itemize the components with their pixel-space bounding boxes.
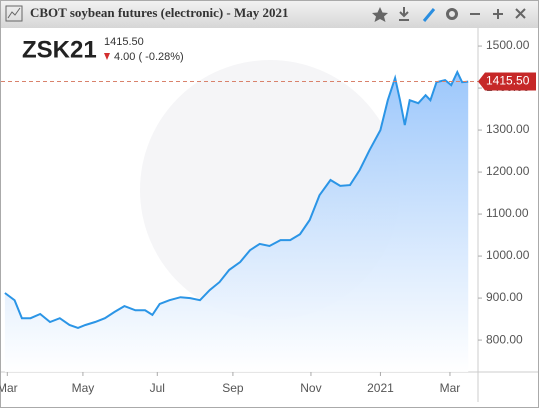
x-tick-label: Jul bbox=[150, 381, 165, 395]
toolbar[interactable] bbox=[372, 7, 526, 22]
app-icon bbox=[5, 5, 23, 22]
x-tick-label: Sep bbox=[222, 381, 244, 395]
download-button[interactable] bbox=[399, 7, 409, 21]
draw-button[interactable] bbox=[422, 8, 436, 22]
symbol: ZSK21 bbox=[22, 36, 97, 63]
price: 1415.50 bbox=[104, 36, 144, 48]
y-tick-label: 1100.00 bbox=[486, 206, 529, 220]
last-price-label: 1415.50 bbox=[486, 74, 530, 88]
x-tick-label: May bbox=[72, 381, 95, 395]
x-tick-label: Nov bbox=[300, 381, 321, 395]
x-tick-label: 2021 bbox=[367, 381, 394, 395]
add-button[interactable] bbox=[493, 9, 503, 19]
line bbox=[4, 69, 469, 329]
window-title: CBOT soybean futures (electronic) - May … bbox=[30, 5, 289, 20]
y-tick-label: 1000.00 bbox=[486, 248, 530, 262]
down-arrow bbox=[104, 53, 110, 60]
y-tick-label: 900.00 bbox=[486, 290, 523, 304]
area bbox=[4, 72, 469, 372]
y-tick-label: 1500.00 bbox=[486, 38, 530, 52]
y-tick-label: 800.00 bbox=[486, 332, 523, 346]
change: 4.00 ( -0.28%) bbox=[114, 51, 184, 63]
last-price-badge bbox=[478, 72, 536, 91]
x-tick-label: Mar bbox=[440, 381, 461, 395]
star-button[interactable] bbox=[372, 7, 388, 22]
close-button[interactable] bbox=[515, 8, 526, 19]
y-tick-label: 1200.00 bbox=[486, 164, 530, 178]
settings-button[interactable] bbox=[446, 8, 458, 20]
x-tick-label: Mar bbox=[0, 381, 18, 395]
y-tick-label: 1300.00 bbox=[486, 122, 530, 136]
